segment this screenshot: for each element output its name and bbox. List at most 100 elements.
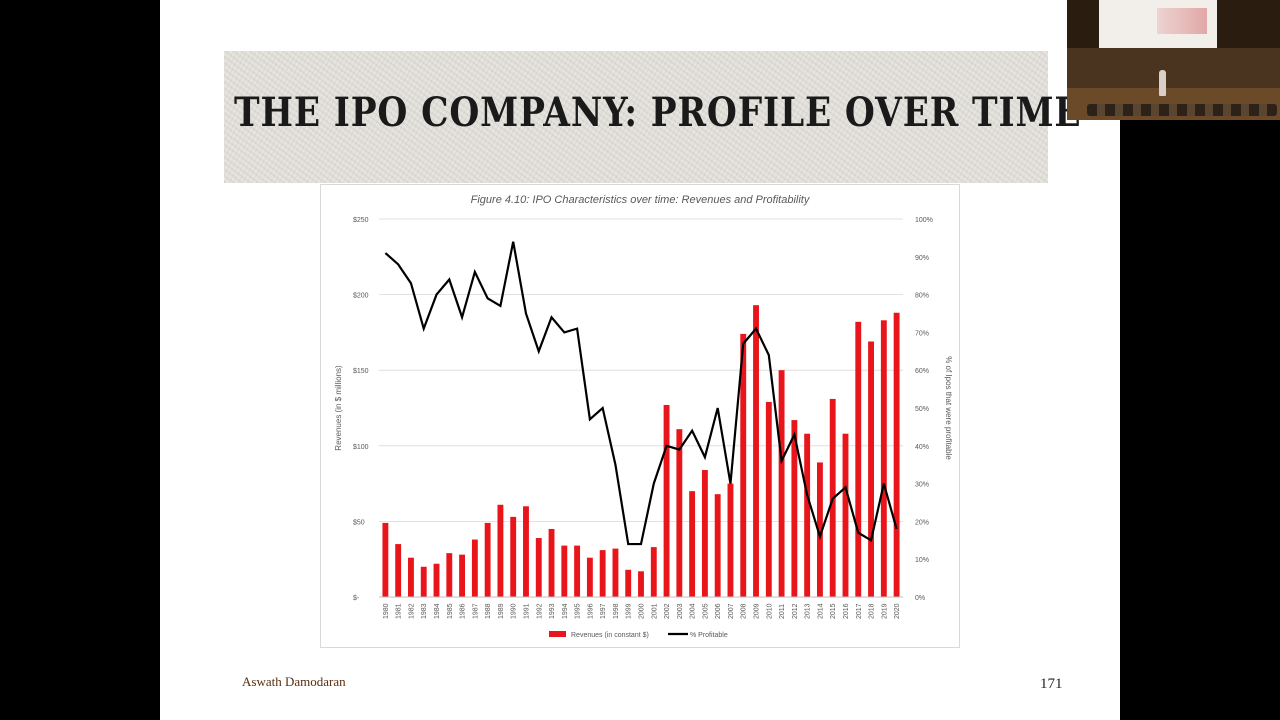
y-tick-label-right: 100% [915, 217, 933, 224]
bar-1987 [471, 539, 478, 597]
bar-1981 [395, 544, 402, 597]
x-tick-label: 1991 [523, 603, 530, 619]
y-tick-label-right: 50% [915, 406, 929, 413]
chart-title: Figure 4.10: IPO Characteristics over ti… [471, 194, 811, 206]
y-axis-left: $- $50 $100 $150 $200 $250 [353, 217, 369, 602]
y-axis-right: 0% 10% 20% 30% 40% 50% 60% 70% 80% 90% 100% [915, 217, 933, 602]
bar-2008 [740, 333, 747, 597]
legend-swatch-revenues [549, 631, 566, 637]
y-tick-label-right: 20% [915, 519, 929, 526]
x-tick-label: 1988 [485, 603, 492, 619]
x-tick-label: 2008 [741, 603, 748, 619]
bar-1994 [561, 545, 568, 597]
chart-frame: Figure 4.10: IPO Characteristics over ti… [320, 184, 960, 648]
y-tick-label-right: 70% [915, 330, 929, 337]
bar-2003 [676, 429, 683, 597]
bar-2005 [701, 469, 708, 597]
x-tick-label: 2003 [677, 603, 684, 619]
y-tick-label-right: 10% [915, 557, 929, 564]
x-tick-label: 1989 [498, 603, 505, 619]
bar-2000 [638, 571, 644, 597]
y-tick-label-left: $100 [353, 444, 369, 451]
x-tick-label: 2019 [881, 603, 888, 619]
x-tick-label: 1980 [383, 603, 390, 619]
x-tick-label: 2020 [894, 603, 901, 619]
y-tick-label-right: 60% [915, 368, 929, 375]
chart: Figure 4.10: IPO Characteristics over ti… [334, 194, 953, 639]
bar-2001 [650, 547, 657, 597]
bar-2009 [753, 305, 759, 597]
legend-label-revenues: Revenues (in constant $) [571, 632, 649, 639]
x-axis: 1980 1981 1982 1983 1984 1985 1986 1987 1988 1989… [379, 596, 903, 619]
bar-1985 [446, 553, 453, 597]
video-wall [1067, 48, 1280, 88]
x-tick-label: 1993 [549, 603, 556, 619]
revenue-bars [382, 305, 900, 597]
bar-1986 [459, 554, 466, 597]
bar-1990 [510, 516, 517, 597]
bar-1980 [382, 522, 389, 597]
bar-1988 [484, 522, 491, 597]
bar-2014 [816, 462, 823, 597]
x-tick-label: 1981 [396, 603, 403, 619]
x-tick-label: 2013 [805, 603, 812, 619]
bar-1992 [535, 538, 542, 597]
bar-2011 [778, 370, 785, 597]
x-tick-label: 1992 [536, 603, 543, 619]
y-tick-label-right: 40% [915, 444, 929, 451]
y-axis-label-left: Revenues (in $ millions) [334, 365, 343, 451]
x-tick-label: 1990 [511, 603, 518, 619]
author-name: Aswath Damodaran [242, 674, 346, 689]
x-tick-label: 2004 [690, 603, 697, 619]
video-speaker [1159, 70, 1166, 96]
y-tick-label-right: 90% [915, 255, 929, 262]
x-tick-label: 1986 [460, 603, 467, 619]
bar-2019 [880, 320, 887, 597]
y-tick-label-right: 0% [915, 595, 925, 602]
y-tick-label-left: $50 [353, 519, 365, 526]
profitable-series-line [384, 241, 898, 546]
x-tick-label: 2002 [664, 603, 671, 619]
y-tick-label-right: 30% [915, 482, 929, 489]
slide-title: THE IPO COMPANY: PROFILE OVER TIME [234, 89, 1082, 136]
x-tick-label: 1984 [434, 603, 441, 619]
bar-1983 [420, 566, 427, 597]
profitable-line [384, 241, 898, 546]
y-axis-label-right: % of Ipos that were profitable [944, 356, 953, 460]
bar-1995 [574, 545, 581, 597]
y-tick-label-left: $150 [353, 368, 369, 375]
x-tick-label: 1999 [626, 603, 633, 619]
x-tick-label: 1987 [472, 603, 479, 619]
slide: THE IPO COMPANY: PROFILE OVER TIME Figur… [160, 0, 1120, 720]
x-tick-label: 2018 [869, 603, 876, 619]
bar-1999 [625, 569, 632, 597]
bar-1984 [433, 563, 440, 597]
speaker-video-thumbnail [1067, 0, 1280, 120]
bar-2016 [842, 433, 849, 597]
x-tick-label: 2015 [830, 603, 837, 619]
bar-2020 [893, 312, 900, 597]
x-tick-label: 1983 [421, 603, 428, 619]
legend-label-profitable: % Profitable [690, 632, 728, 639]
x-tick-label: 1995 [575, 603, 582, 619]
video-projector-screen [1099, 0, 1217, 48]
y-tick-label-right: 80% [915, 293, 929, 300]
bar-1993 [548, 528, 555, 597]
bar-2010 [765, 401, 772, 597]
bar-1982 [408, 557, 414, 597]
x-tick-label: 1997 [600, 603, 607, 619]
bar-2002 [663, 404, 670, 597]
bar-2017 [855, 321, 862, 597]
bar-1991 [523, 506, 529, 597]
y-tick-label-left: $250 [353, 217, 369, 224]
legend: Revenues (in constant $) % Profitable [549, 631, 728, 639]
x-tick-label: 2007 [728, 603, 735, 619]
bar-1996 [586, 557, 593, 597]
x-tick-label: 2011 [779, 604, 786, 619]
x-tick-label: 2000 [639, 603, 646, 619]
bar-1997 [599, 550, 606, 597]
video-audience [1087, 104, 1277, 116]
x-tick-label: 2001 [651, 603, 658, 619]
x-tick-label: 2006 [715, 603, 722, 619]
bar-2018 [868, 341, 874, 597]
